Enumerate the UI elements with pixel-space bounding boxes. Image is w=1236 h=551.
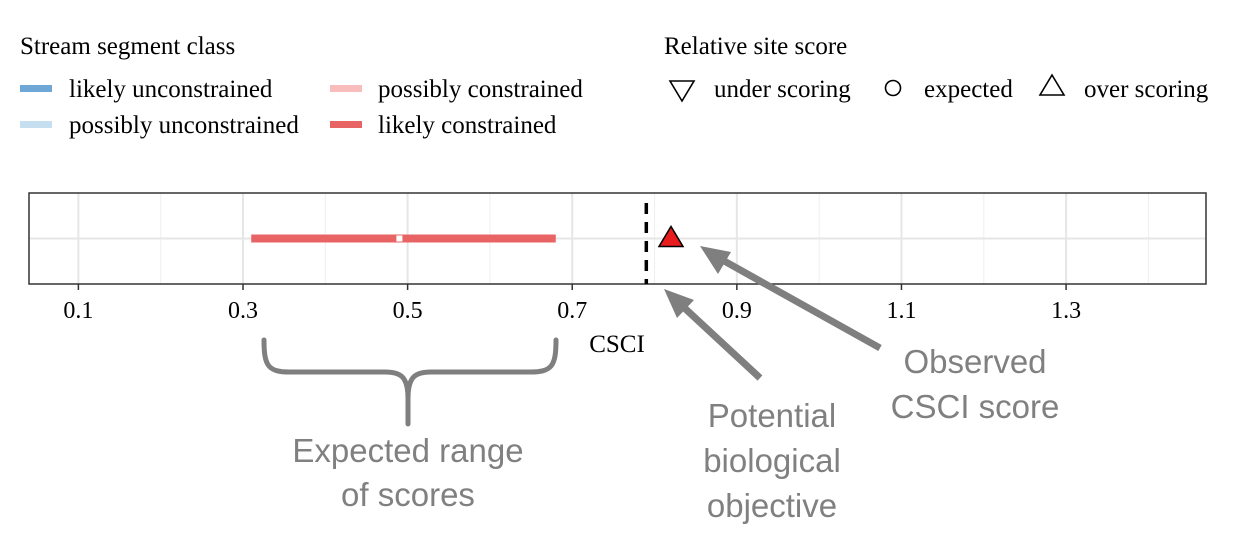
grid-lines	[29, 193, 1206, 284]
annotation-expected-range: Expected range of scores	[261, 337, 559, 513]
x-tick-label: 0.9	[722, 298, 752, 324]
observed-arrow-head	[700, 246, 731, 274]
annotation-observed-line-1: Observed	[903, 343, 1046, 380]
legend-label-likely-constrained: likely constrained	[378, 112, 557, 139]
annotation-objective: Potential biological objective	[664, 289, 841, 524]
annotation-objective-line-1: Potential	[708, 397, 836, 434]
x-tick-label: 1.1	[886, 298, 916, 324]
legend-label-possibly-unconstrained: possibly unconstrained	[69, 112, 299, 139]
legend-swatch-likely-constrained	[330, 121, 362, 128]
plot-panel	[28, 192, 1207, 285]
chart-marks	[251, 203, 685, 284]
legend-label-under-scoring: under scoring	[714, 76, 851, 103]
annotation-objective-line-3: objective	[707, 487, 837, 524]
x-axis-label: CSCI	[589, 331, 645, 358]
legend-swatch-likely-unconstrained	[20, 85, 52, 92]
x-tick-label: 0.1	[63, 298, 93, 324]
legend-label-expected: expected	[924, 76, 1013, 103]
legend-score-title: Relative site score	[664, 33, 847, 60]
annotation-observed-line-2: CSCI score	[891, 388, 1060, 425]
legend-swatch-possibly-constrained	[330, 85, 362, 92]
annotation-objective-line-2: biological	[703, 442, 841, 479]
x-tick-label: 1.3	[1051, 298, 1081, 324]
circle-icon	[884, 79, 902, 97]
x-axis-ticks: 0.1 0.3 0.5 0.7 0.9 1.1 1.3	[63, 284, 1081, 324]
objective-arrow-head	[664, 289, 694, 318]
legend-stream-title: Stream segment class	[20, 33, 235, 60]
x-tick-label: 0.3	[228, 298, 258, 324]
range-brace	[261, 337, 559, 427]
triangle-up-icon	[1038, 73, 1066, 96]
legend-stream-class: Stream segment class likely unconstraine…	[20, 33, 583, 139]
objective-arrow-shaft	[675, 299, 763, 381]
legend-label-over-scoring: over scoring	[1084, 76, 1209, 103]
expected-median-point	[396, 235, 403, 242]
triangle-down-icon	[668, 80, 696, 103]
legend-swatch-possibly-unconstrained	[20, 121, 52, 128]
observed-arrow-shaft	[715, 253, 882, 352]
annotation-observed: Observed CSCI score	[700, 246, 1059, 425]
legend-label-possibly-constrained: possibly constrained	[378, 76, 583, 103]
legend-label-likely-unconstrained: likely unconstrained	[69, 76, 273, 103]
x-tick-label: 0.7	[557, 298, 587, 324]
legend-site-score: Relative site score under scoring expect…	[664, 33, 1209, 103]
annotation-range-line-1: Expected range	[292, 432, 523, 469]
annotation-range-line-2: of scores	[341, 476, 475, 513]
x-tick-label: 0.5	[393, 298, 423, 324]
observed-score-point	[657, 225, 685, 248]
